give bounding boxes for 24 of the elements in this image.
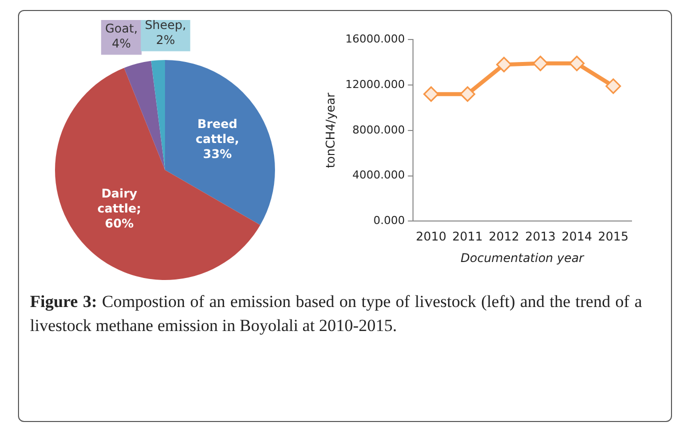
y-tick-label: 0.000 xyxy=(373,214,405,228)
point xyxy=(496,56,512,72)
y-tick-label: 4000.000 xyxy=(352,168,405,182)
y-tick-label: 8000.000 xyxy=(352,123,405,136)
x-tick-label: 2013 xyxy=(525,230,556,244)
point xyxy=(569,56,585,72)
caption: Figure 3: Compostion of an emission based on type of livestock (left) and the trend of a livestock methane emission in Boyolali at 2010-2015. xyxy=(30,291,642,337)
x-axis-title: Documentation year xyxy=(460,250,585,265)
x-tick-label: 2015 xyxy=(598,230,629,244)
slice-label: Dairy cattle; 60% xyxy=(97,186,142,231)
point xyxy=(532,56,548,72)
point xyxy=(423,86,439,102)
x-tick-label: 2014 xyxy=(562,230,592,244)
y-tick-label: 16000.000 xyxy=(345,32,405,46)
x-tick-label: 2012 xyxy=(488,230,520,244)
slice-label: Breed cattle, 33% xyxy=(196,116,240,161)
slice-label: Sheep, 2% xyxy=(144,18,186,47)
x-tick-label: 2010 xyxy=(416,230,446,244)
point xyxy=(460,86,476,102)
slice-label: Goat, 4% xyxy=(105,21,138,50)
y-axis-title: tonCH4/year xyxy=(323,92,338,168)
y-tick-label: 12000.000 xyxy=(345,78,405,91)
point xyxy=(606,78,622,94)
x-tick-label: 2011 xyxy=(452,230,483,244)
